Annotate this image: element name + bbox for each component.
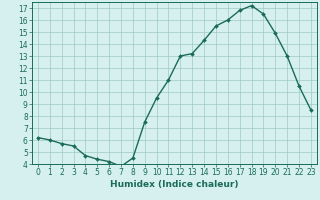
X-axis label: Humidex (Indice chaleur): Humidex (Indice chaleur)	[110, 180, 239, 189]
